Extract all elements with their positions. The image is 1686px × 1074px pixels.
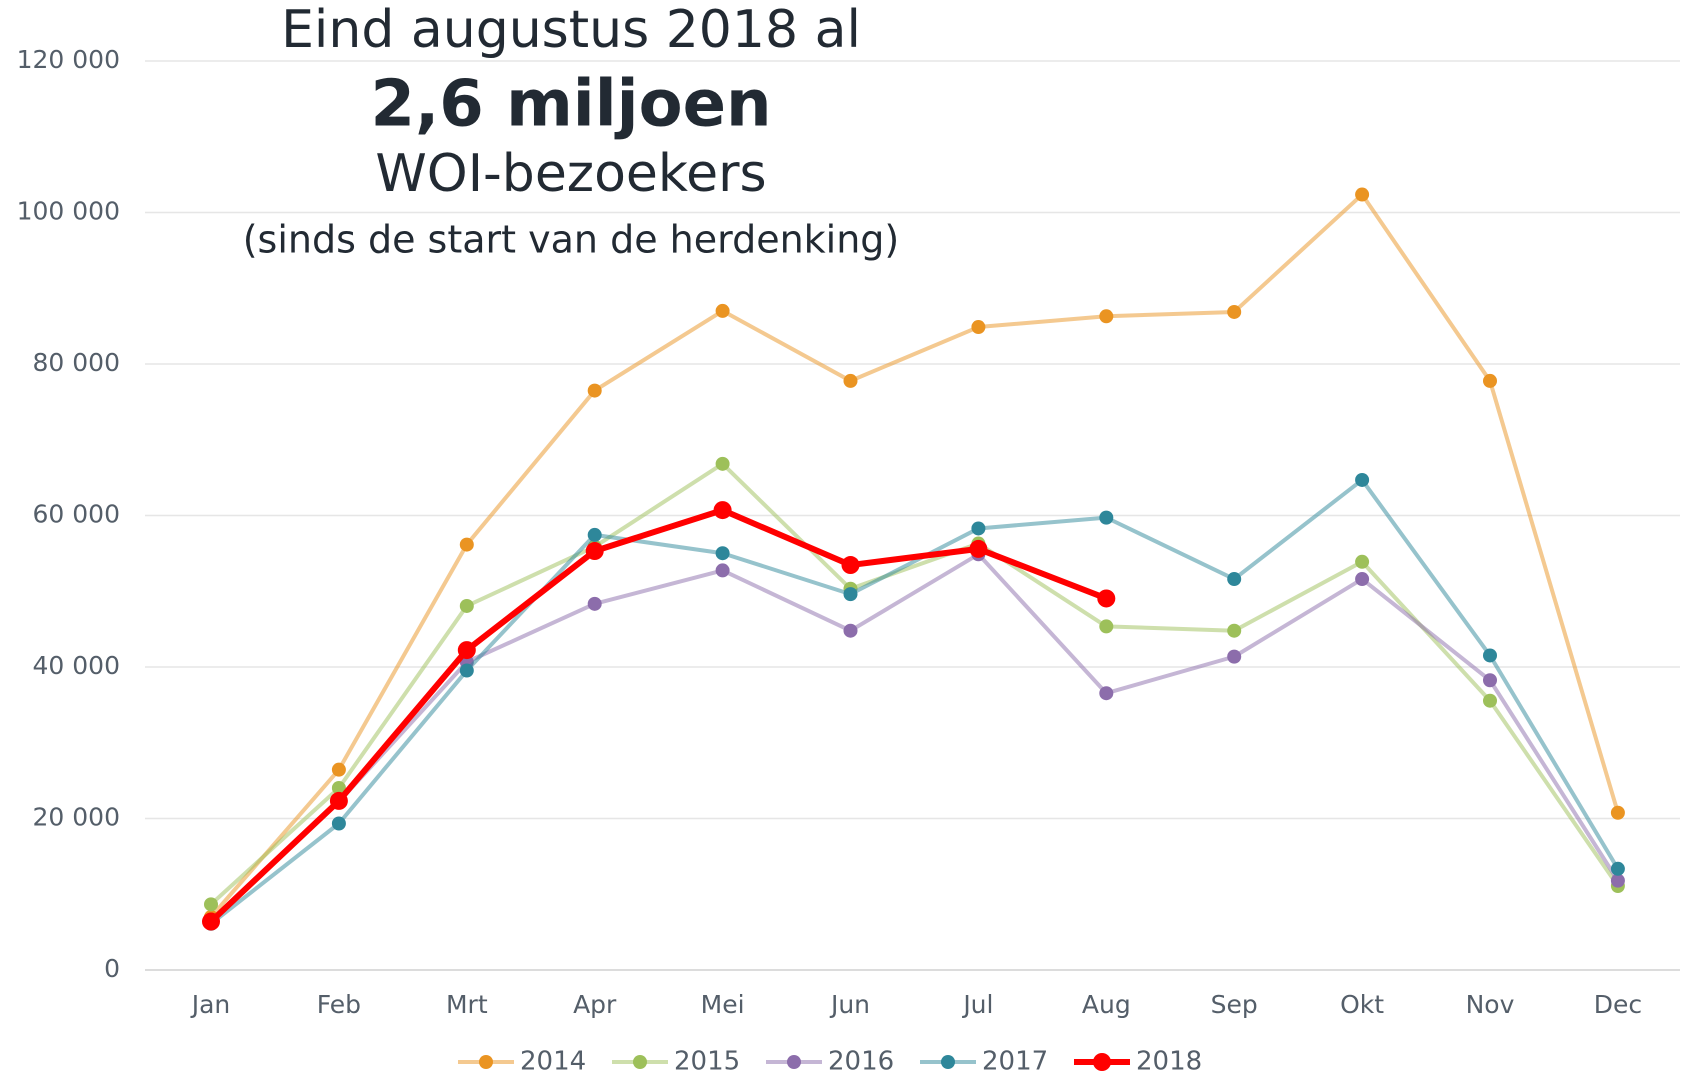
data-point [587, 527, 602, 542]
x-tick-label: Okt [1340, 990, 1384, 1019]
data-point [1355, 554, 1370, 569]
data-point [587, 383, 602, 398]
data-point [1099, 686, 1114, 701]
data-point [459, 598, 474, 613]
data-point [843, 587, 858, 602]
series-line [209, 552, 1620, 923]
legend-marker [479, 1055, 493, 1069]
legend-label: 2015 [674, 1047, 740, 1074]
x-tick-label: Jul [961, 990, 993, 1019]
legend-marker [1093, 1053, 1111, 1071]
chart-subtitle: WOI-bezoekers [375, 144, 766, 204]
legend-label: 2018 [1136, 1047, 1202, 1074]
data-point [843, 373, 858, 388]
x-tick-label: Dec [1594, 990, 1642, 1019]
legend-label: 2016 [828, 1047, 894, 1074]
data-point [457, 641, 476, 660]
legend-marker [941, 1055, 955, 1069]
data-point [971, 521, 986, 536]
x-tick-label: Nov [1466, 990, 1515, 1019]
data-point [1483, 693, 1497, 708]
x-tick-label: Jan [190, 990, 231, 1019]
data-point [1099, 309, 1114, 324]
data-point [715, 546, 730, 561]
data-point [1227, 623, 1242, 638]
data-point [1483, 373, 1497, 388]
series-line [208, 507, 1108, 924]
data-point [1227, 304, 1242, 319]
data-point [1355, 472, 1370, 487]
data-point [329, 791, 348, 810]
x-tick-label: Mrt [446, 990, 488, 1019]
data-point [715, 303, 730, 318]
data-point [331, 816, 346, 831]
data-point [1483, 648, 1497, 663]
x-tick-label: Sep [1211, 990, 1258, 1019]
y-tick-label: 60 000 [33, 500, 120, 529]
legend-label: 2017 [982, 1047, 1048, 1074]
x-tick-label: Apr [573, 990, 617, 1019]
y-tick-label: 80 000 [33, 348, 120, 377]
data-point [715, 456, 730, 471]
data-point [1610, 861, 1625, 876]
data-point [969, 539, 988, 558]
legend-marker [633, 1055, 647, 1069]
data-point [1610, 805, 1625, 820]
data-point [1355, 572, 1370, 587]
data-point [459, 537, 474, 552]
data-point [1227, 572, 1242, 587]
data-point [1355, 187, 1370, 202]
x-tick-label: Feb [317, 990, 361, 1019]
y-tick-label: 40 000 [33, 651, 120, 680]
series-line [209, 477, 1620, 926]
data-point [713, 501, 732, 520]
legend-label: 2014 [520, 1047, 586, 1074]
y-tick-label: 120 000 [17, 45, 120, 74]
data-point [1099, 619, 1114, 634]
data-point [1610, 873, 1625, 888]
data-point [971, 320, 986, 335]
data-point [841, 556, 860, 575]
grid [145, 60, 1680, 971]
y-tick-label: 20 000 [33, 803, 120, 832]
chart-subtitle: 2,6 miljoen [370, 68, 771, 142]
data-point [331, 762, 346, 777]
y-tick-label: 0 [104, 954, 120, 983]
data-point [202, 912, 220, 931]
data-point [459, 663, 474, 678]
series-line [209, 192, 1620, 919]
data-point [843, 623, 858, 638]
x-tick-label: Aug [1082, 990, 1131, 1019]
x-tick-label: Jun [829, 990, 870, 1019]
data-point [1483, 673, 1497, 688]
data-point [715, 563, 730, 578]
data-point [1227, 649, 1242, 664]
chart-title: Eind augustus 2018 al [281, 0, 861, 60]
data-point [1097, 589, 1116, 608]
y-tick-label: 100 000 [17, 197, 120, 226]
chart-subtitle: (sinds de start van de herdenking) [243, 218, 900, 262]
data-point [1099, 510, 1114, 525]
data-point [587, 596, 602, 611]
data-point [331, 780, 346, 795]
data-point [585, 542, 604, 561]
legend-marker [787, 1055, 801, 1069]
x-tick-label: Mei [701, 990, 745, 1019]
series-line [209, 461, 1620, 906]
data-point [204, 897, 218, 912]
